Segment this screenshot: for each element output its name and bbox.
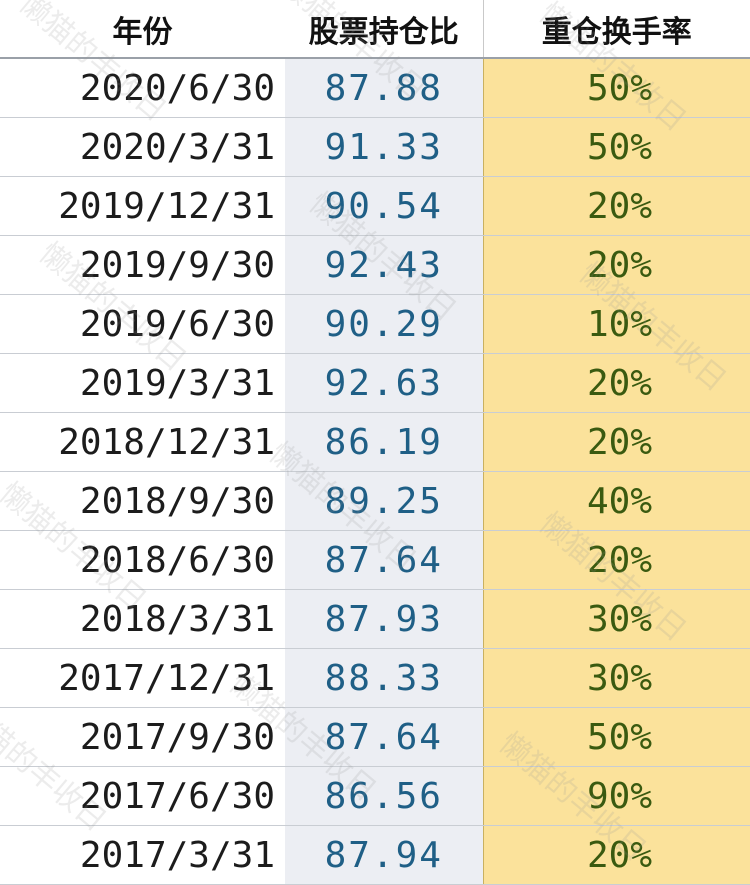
table-row: 2018/12/31 86.19 20% <box>0 412 750 472</box>
table-row: 2017/6/30 86.56 90% <box>0 766 750 826</box>
table-row: 2018/9/30 89.25 40% <box>0 471 750 531</box>
turnover-cell[interactable]: 10% <box>482 294 750 354</box>
table-row: 2020/3/31 91.33 50% <box>0 117 750 177</box>
date-cell[interactable]: 2018/9/30 <box>0 471 285 531</box>
stock-ratio-cell[interactable]: 90.29 <box>285 294 483 354</box>
date-cell[interactable]: 2020/6/30 <box>0 58 285 118</box>
date-cell[interactable]: 2017/6/30 <box>0 766 285 826</box>
turnover-cell[interactable]: 30% <box>482 648 750 708</box>
table-row: 2020/6/30 87.88 50% <box>0 58 750 118</box>
date-cell[interactable]: 2018/3/31 <box>0 589 285 649</box>
table-body: 2020/6/30 87.88 50% 2020/3/31 91.33 50% 2019/1… <box>0 58 750 885</box>
turnover-cell[interactable]: 30% <box>482 589 750 649</box>
turnover-cell[interactable]: 20% <box>482 353 750 413</box>
date-cell[interactable]: 2017/9/30 <box>0 707 285 767</box>
table-row: 2018/6/30 87.64 20% <box>0 530 750 590</box>
turnover-cell[interactable]: 40% <box>482 471 750 531</box>
table-row: 2018/3/31 87.93 30% <box>0 589 750 649</box>
stock-ratio-cell[interactable]: 87.64 <box>285 707 483 767</box>
date-cell[interactable]: 2018/12/31 <box>0 412 285 472</box>
turnover-cell[interactable]: 20% <box>482 530 750 590</box>
table-row: 2017/3/31 87.94 20% <box>0 825 750 885</box>
table-row: 2019/3/31 92.63 20% <box>0 353 750 413</box>
date-cell[interactable]: 2017/12/31 <box>0 648 285 708</box>
date-cell[interactable]: 2019/9/30 <box>0 235 285 295</box>
stock-ratio-cell[interactable]: 86.19 <box>285 412 483 472</box>
stock-ratio-cell[interactable]: 90.54 <box>285 176 483 236</box>
turnover-cell[interactable]: 90% <box>482 766 750 826</box>
header-stock-ratio: 股票持仓比 <box>285 0 483 59</box>
stock-ratio-cell[interactable]: 91.33 <box>285 117 483 177</box>
date-cell[interactable]: 2019/12/31 <box>0 176 285 236</box>
date-cell[interactable]: 2018/6/30 <box>0 530 285 590</box>
date-cell[interactable]: 2019/3/31 <box>0 353 285 413</box>
turnover-cell[interactable]: 20% <box>482 235 750 295</box>
turnover-cell[interactable]: 20% <box>482 176 750 236</box>
stock-ratio-cell[interactable]: 87.93 <box>285 589 483 649</box>
turnover-cell[interactable]: 20% <box>482 825 750 885</box>
turnover-cell[interactable]: 20% <box>482 412 750 472</box>
stock-ratio-cell[interactable]: 92.63 <box>285 353 483 413</box>
table-row: 2019/6/30 90.29 10% <box>0 294 750 354</box>
date-cell[interactable]: 2019/6/30 <box>0 294 285 354</box>
header-turnover: 重仓换手率 <box>482 0 750 59</box>
stock-ratio-cell[interactable]: 87.94 <box>285 825 483 885</box>
header-row: 年份 股票持仓比 重仓换手率 <box>0 0 750 59</box>
stock-ratio-cell[interactable]: 87.64 <box>285 530 483 590</box>
stock-ratio-cell[interactable]: 86.56 <box>285 766 483 826</box>
stock-ratio-cell[interactable]: 92.43 <box>285 235 483 295</box>
table-row: 2019/12/31 90.54 20% <box>0 176 750 236</box>
table-row: 2019/9/30 92.43 20% <box>0 235 750 295</box>
turnover-cell[interactable]: 50% <box>482 707 750 767</box>
table-row: 2017/9/30 87.64 50% <box>0 707 750 767</box>
header-year: 年份 <box>0 0 285 59</box>
stock-ratio-cell[interactable]: 88.33 <box>285 648 483 708</box>
stock-ratio-cell[interactable]: 87.88 <box>285 58 483 118</box>
turnover-cell[interactable]: 50% <box>482 117 750 177</box>
table-row: 2017/12/31 88.33 30% <box>0 648 750 708</box>
turnover-cell[interactable]: 50% <box>482 58 750 118</box>
stock-ratio-cell[interactable]: 89.25 <box>285 471 483 531</box>
date-cell[interactable]: 2020/3/31 <box>0 117 285 177</box>
date-cell[interactable]: 2017/3/31 <box>0 825 285 885</box>
